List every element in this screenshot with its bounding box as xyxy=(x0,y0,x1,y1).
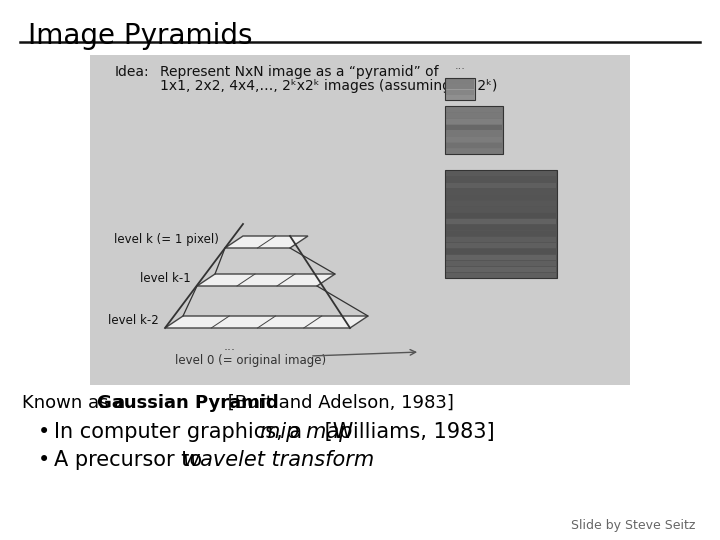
Bar xyxy=(446,125,502,130)
Polygon shape xyxy=(165,316,368,328)
Bar xyxy=(446,200,556,206)
Bar xyxy=(446,225,556,230)
Bar xyxy=(446,219,556,224)
Bar xyxy=(446,194,556,200)
Text: level 0 (= original image): level 0 (= original image) xyxy=(175,354,326,367)
Text: wavelet transform: wavelet transform xyxy=(183,450,374,470)
Bar xyxy=(446,188,556,194)
Bar xyxy=(446,113,502,118)
Text: Represent NxN image as a “pyramid” of: Represent NxN image as a “pyramid” of xyxy=(160,65,438,79)
Bar xyxy=(446,207,556,212)
Bar xyxy=(446,254,556,260)
Bar xyxy=(446,237,556,242)
Bar xyxy=(446,267,556,272)
Bar xyxy=(445,170,557,278)
Bar xyxy=(446,231,556,236)
Text: Idea:: Idea: xyxy=(115,65,150,79)
Text: •: • xyxy=(38,422,50,442)
Text: 1x1, 2x2, 4x4,…, 2ᵏx2ᵏ images (assuming N=2ᵏ): 1x1, 2x2, 4x4,…, 2ᵏx2ᵏ images (assuming … xyxy=(160,79,498,93)
Text: In computer graphics, a: In computer graphics, a xyxy=(54,422,309,442)
Bar xyxy=(446,95,474,100)
Text: level k (= 1 pixel): level k (= 1 pixel) xyxy=(114,233,219,246)
Bar xyxy=(446,171,556,176)
Polygon shape xyxy=(197,274,335,286)
Polygon shape xyxy=(225,236,308,248)
Bar xyxy=(90,55,630,385)
Bar xyxy=(446,261,556,266)
Text: •: • xyxy=(38,450,50,470)
Text: [Burt and Adelson, 1983]: [Burt and Adelson, 1983] xyxy=(222,394,454,412)
Text: ...: ... xyxy=(454,61,465,71)
Bar xyxy=(446,177,556,182)
Text: mip map: mip map xyxy=(261,422,353,442)
Bar xyxy=(446,119,502,124)
Text: [Williams, 1983]: [Williams, 1983] xyxy=(318,422,495,442)
Bar xyxy=(446,90,474,94)
Text: A precursor to: A precursor to xyxy=(54,450,209,470)
Bar xyxy=(446,84,474,89)
Text: level k-1: level k-1 xyxy=(140,272,191,285)
Bar xyxy=(445,78,475,100)
Bar xyxy=(446,273,556,278)
Text: ...: ... xyxy=(224,340,236,353)
Bar xyxy=(445,106,503,154)
Bar xyxy=(446,148,502,154)
Bar xyxy=(446,131,502,136)
Text: Gaussian Pyramid: Gaussian Pyramid xyxy=(96,394,279,412)
Bar xyxy=(446,143,502,148)
Bar xyxy=(446,137,502,142)
Bar xyxy=(446,106,502,112)
Text: level k-2: level k-2 xyxy=(108,314,159,327)
Bar xyxy=(446,242,556,248)
Bar xyxy=(446,183,556,188)
Bar xyxy=(446,248,556,254)
Bar xyxy=(446,78,474,84)
Text: Slide by Steve Seitz: Slide by Steve Seitz xyxy=(571,519,695,532)
Text: Image Pyramids: Image Pyramids xyxy=(28,22,253,50)
Bar xyxy=(446,213,556,218)
Text: Known as a: Known as a xyxy=(22,394,131,412)
